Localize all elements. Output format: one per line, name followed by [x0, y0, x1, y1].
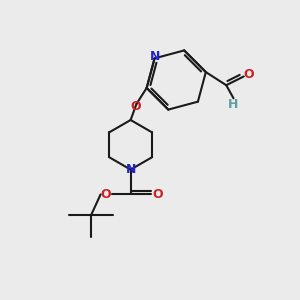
Text: N: N	[149, 50, 160, 63]
Text: O: O	[152, 188, 163, 201]
Text: H: H	[228, 98, 239, 111]
Text: O: O	[130, 100, 141, 113]
Text: O: O	[100, 188, 111, 201]
Text: O: O	[244, 68, 254, 82]
Text: N: N	[125, 163, 136, 176]
